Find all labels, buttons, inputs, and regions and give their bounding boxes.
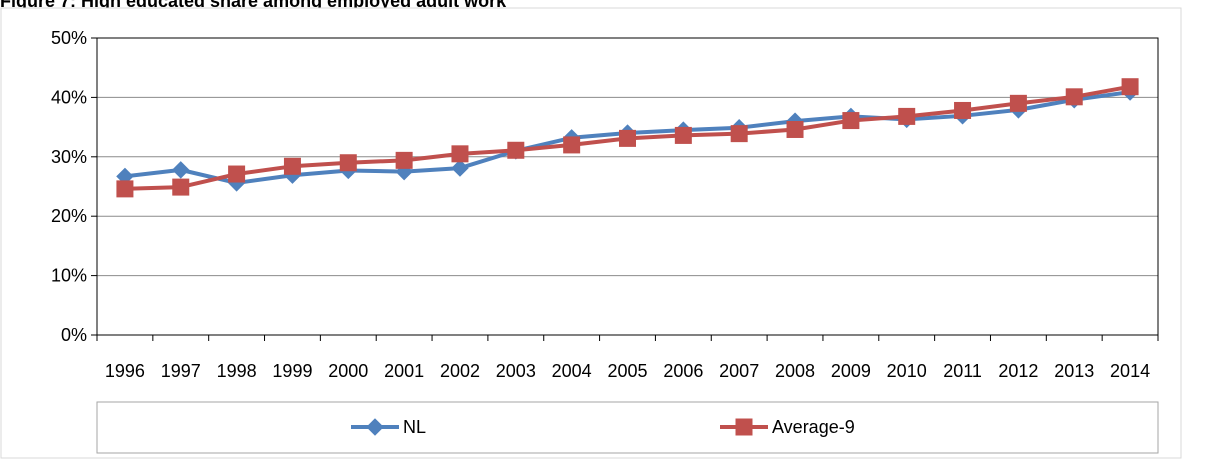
legend-label-average-9: Average-9 bbox=[772, 417, 855, 437]
x-tick-label: 2014 bbox=[1110, 361, 1150, 381]
series-average-9 bbox=[116, 78, 1139, 198]
x-tick-label: 2013 bbox=[1054, 361, 1094, 381]
x-axis: 1996 1997 1998 1999 2000 2001 2002 2003 2004 2005… bbox=[96, 335, 1159, 381]
y-tick-label: 20% bbox=[51, 206, 87, 226]
x-tick-label: 1997 bbox=[161, 361, 201, 381]
x-tick-label: 2008 bbox=[775, 361, 815, 381]
y-tick-label: 30% bbox=[51, 147, 87, 167]
gridlines bbox=[97, 96, 1158, 277]
data-point-average-9 bbox=[172, 178, 190, 196]
x-tick-label: 2010 bbox=[887, 361, 927, 381]
x-tick-label: 2006 bbox=[663, 361, 703, 381]
legend-box bbox=[96, 401, 1159, 454]
legend-marker-average-9 bbox=[735, 418, 753, 436]
x-tick-label: 2001 bbox=[384, 361, 424, 381]
x-tick-label: 2003 bbox=[496, 361, 536, 381]
data-point-average-9 bbox=[451, 145, 469, 163]
data-point-average-9 bbox=[283, 157, 301, 175]
x-tick-label: 2000 bbox=[328, 361, 368, 381]
data-point-average-9 bbox=[563, 136, 581, 154]
legend: NL Average-9 bbox=[96, 401, 1159, 454]
y-tick-label: 50% bbox=[51, 28, 87, 48]
x-tick-label: 2002 bbox=[440, 361, 480, 381]
x-tick-label: 1999 bbox=[272, 361, 312, 381]
data-point-average-9 bbox=[1009, 94, 1027, 112]
data-point-average-9 bbox=[395, 151, 413, 169]
x-tick-label: 2009 bbox=[831, 361, 871, 381]
data-point-average-9 bbox=[619, 129, 636, 147]
x-tick-label: 1998 bbox=[217, 361, 257, 381]
x-tick-label: 1996 bbox=[105, 361, 145, 381]
y-tick-label: 40% bbox=[51, 87, 87, 107]
legend-item-average-9: Average-9 bbox=[720, 417, 855, 437]
plot-area-border bbox=[96, 37, 1159, 336]
data-point-average-9 bbox=[1065, 88, 1083, 106]
data-point-nl bbox=[172, 161, 190, 179]
data-point-average-9 bbox=[786, 120, 804, 138]
y-tick-label: 10% bbox=[51, 266, 87, 286]
figure-title: Figure 7: High educated share among empl… bbox=[0, 0, 507, 11]
data-point-average-9 bbox=[228, 165, 246, 183]
x-tick-label: 2004 bbox=[552, 361, 592, 381]
data-point-average-9 bbox=[954, 101, 972, 119]
data-point-average-9 bbox=[898, 107, 916, 125]
data-point-average-9 bbox=[1121, 78, 1139, 96]
legend-label-nl: NL bbox=[403, 417, 426, 437]
x-tick-label: 2005 bbox=[607, 361, 647, 381]
data-point-average-9 bbox=[507, 141, 525, 159]
data-point-average-9 bbox=[116, 180, 134, 198]
legend-item-nl: NL bbox=[351, 417, 426, 437]
chart-area-border bbox=[0, 7, 1182, 459]
series-group bbox=[116, 78, 1139, 198]
data-point-average-9 bbox=[674, 126, 692, 144]
legend-marker-nl bbox=[366, 418, 384, 436]
x-tick-label: 2012 bbox=[998, 361, 1038, 381]
data-point-nl bbox=[451, 159, 469, 177]
data-point-average-9 bbox=[842, 112, 860, 130]
data-point-average-9 bbox=[339, 154, 357, 172]
y-axis: 0% 10% 20% 30% 40% 50% bbox=[51, 28, 97, 345]
y-tick-label: 0% bbox=[61, 325, 87, 345]
data-point-average-9 bbox=[730, 125, 748, 143]
legend-items: NL Average-9 bbox=[351, 417, 855, 437]
x-tick-label: 2007 bbox=[719, 361, 759, 381]
x-tick-label: 2011 bbox=[943, 361, 982, 381]
